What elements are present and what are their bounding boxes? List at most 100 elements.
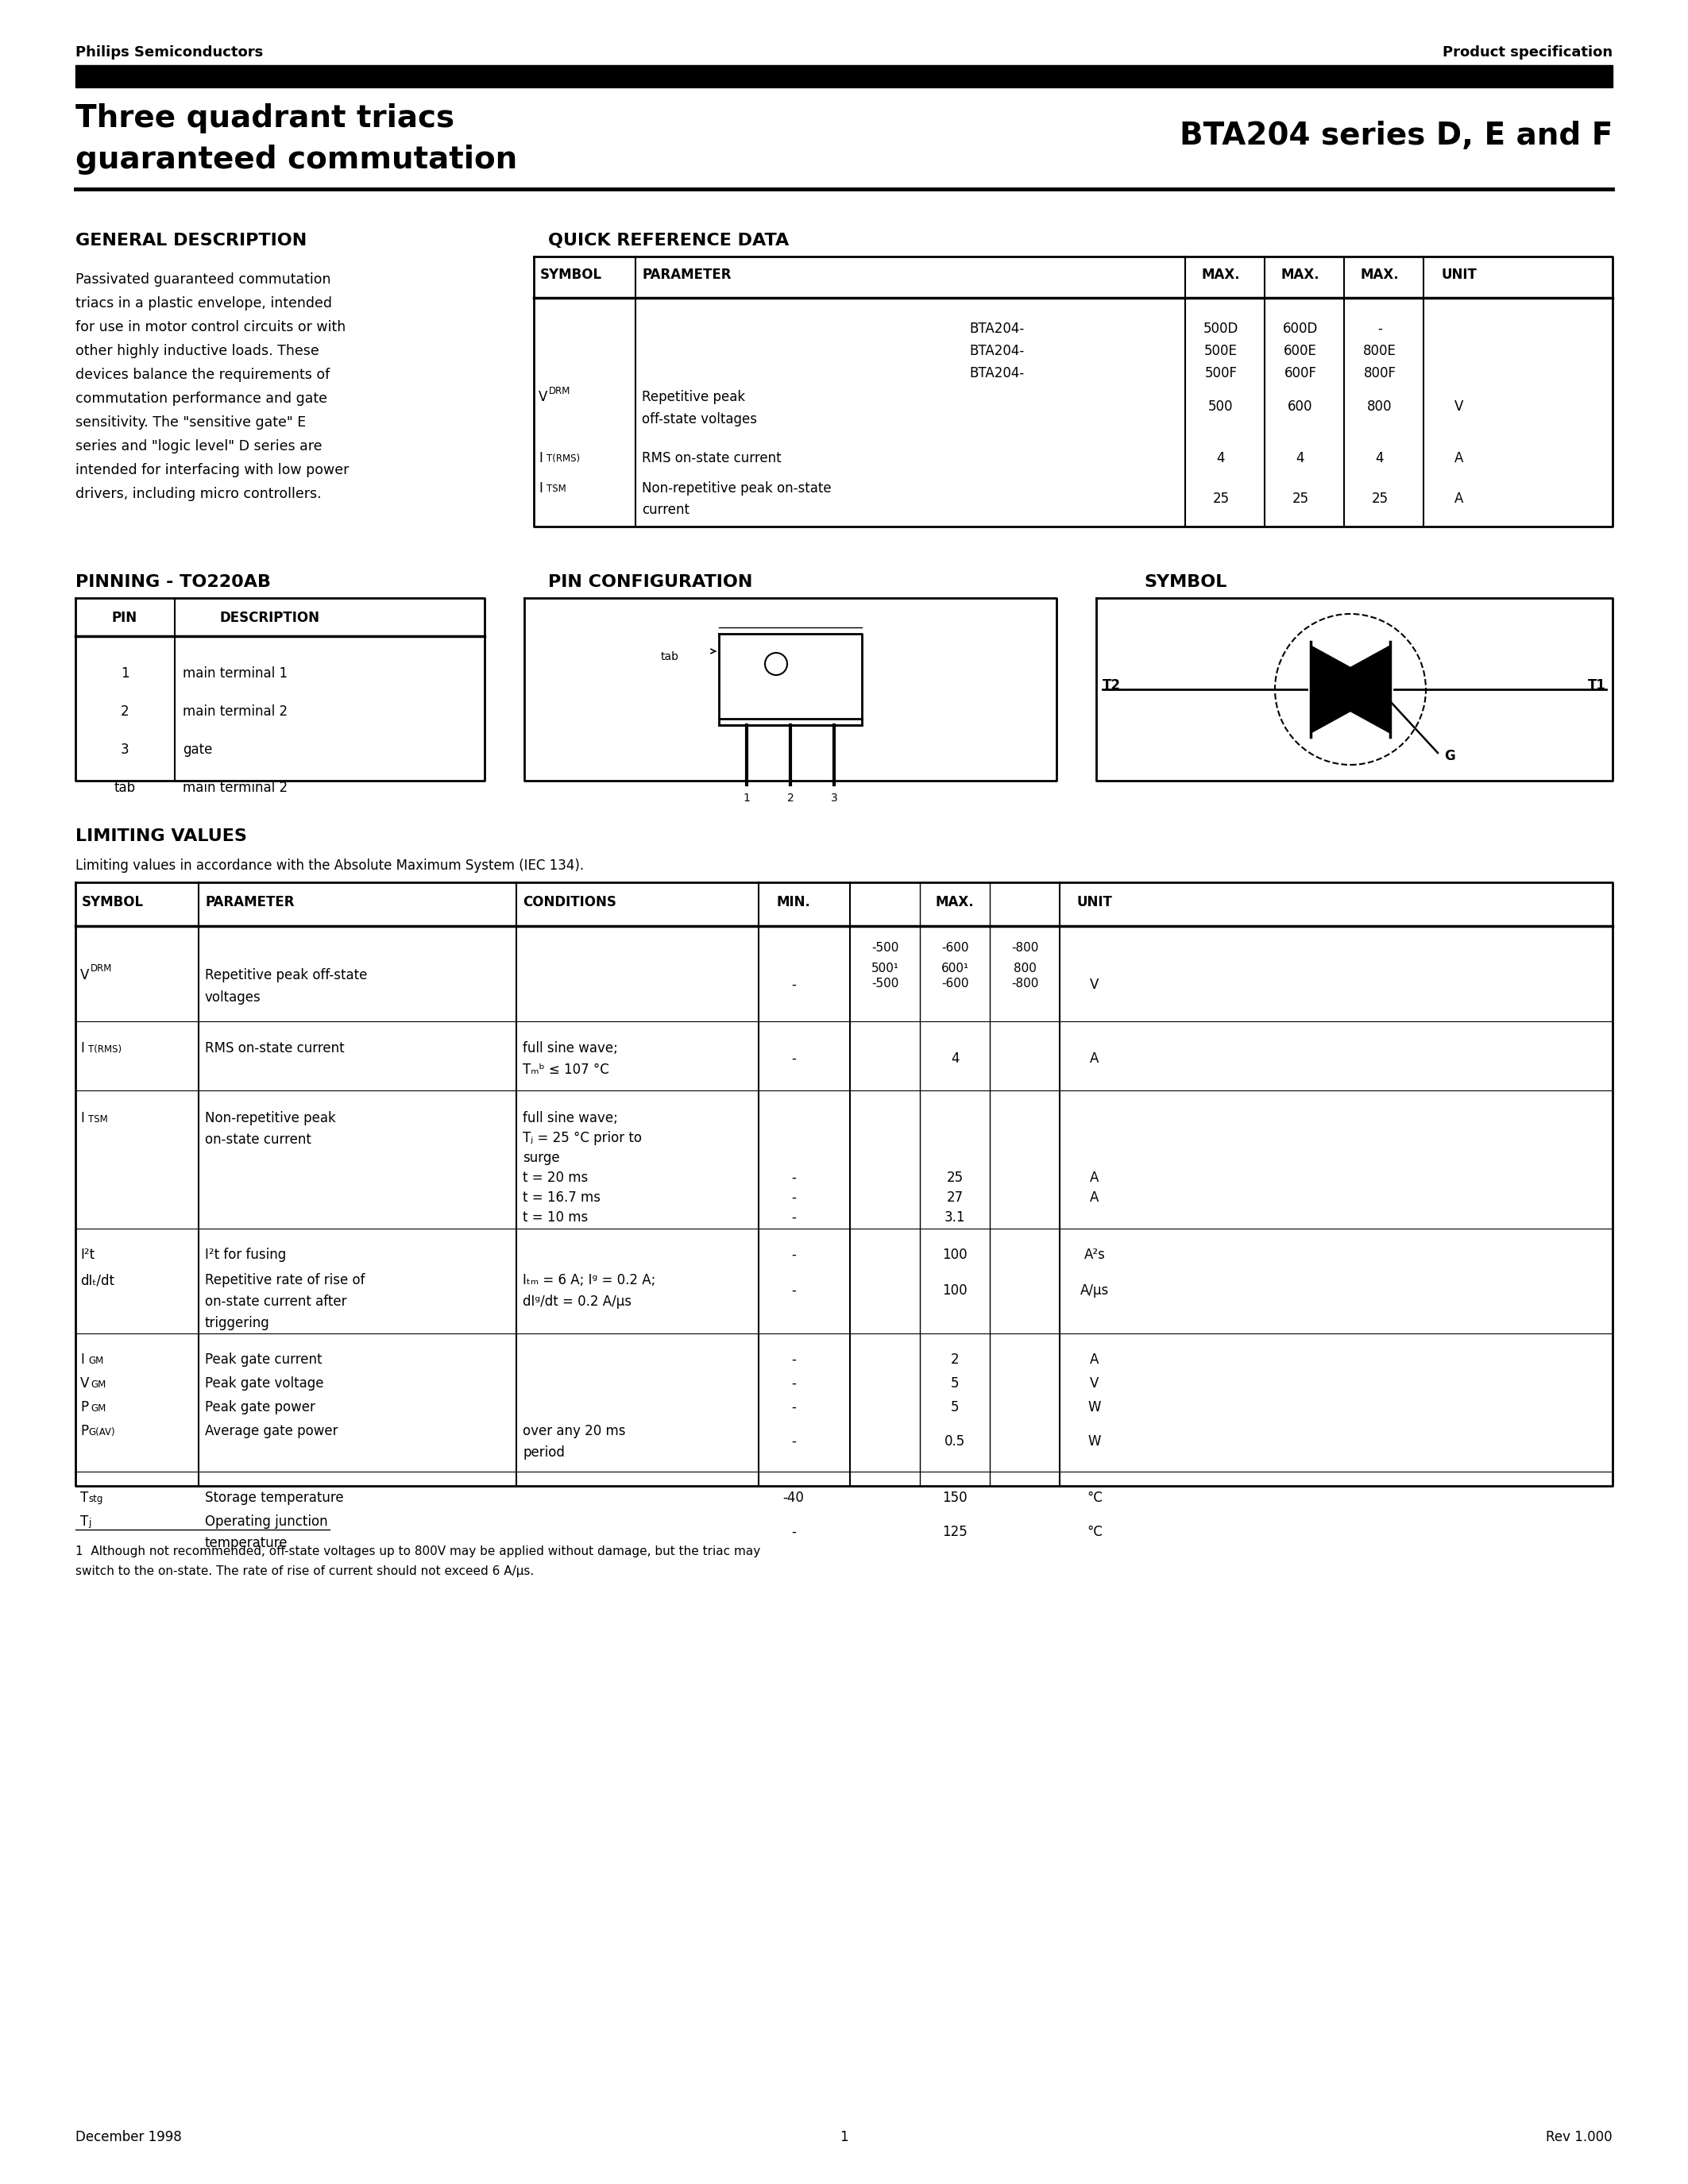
Text: V: V [81, 968, 89, 983]
Text: PIN: PIN [111, 612, 137, 625]
Text: T1: T1 [1588, 679, 1607, 692]
Text: V: V [1455, 400, 1463, 413]
Text: Passivated guaranteed commutation: Passivated guaranteed commutation [76, 273, 331, 286]
Text: j: j [88, 1518, 91, 1529]
Text: Repetitive peak off-state: Repetitive peak off-state [204, 968, 368, 983]
Text: commutation performance and gate: commutation performance and gate [76, 391, 327, 406]
Text: 4: 4 [950, 1051, 959, 1066]
Text: T: T [81, 1492, 88, 1505]
Text: I²t: I²t [81, 1247, 95, 1262]
Text: °C: °C [1087, 1492, 1102, 1505]
Text: 1: 1 [743, 793, 749, 804]
Text: sensitivity. The "sensitive gate" E: sensitivity. The "sensitive gate" E [76, 415, 306, 430]
Text: switch to the on-state. The rate of rise of current should not exceed 6 A/μs.: switch to the on-state. The rate of rise… [76, 1566, 533, 1577]
Text: 5: 5 [950, 1376, 959, 1391]
Text: G: G [1445, 749, 1455, 762]
Text: 100: 100 [942, 1247, 967, 1262]
Text: voltages: voltages [204, 989, 262, 1005]
Text: t = 10 ms: t = 10 ms [523, 1210, 587, 1225]
Text: 25: 25 [1291, 491, 1308, 507]
Text: -600: -600 [942, 941, 969, 954]
Text: 800: 800 [1013, 963, 1036, 974]
Text: on-state current after: on-state current after [204, 1295, 346, 1308]
Text: current: current [641, 502, 689, 518]
Text: Iₜₘ = 6 A; Iᵍ = 0.2 A;: Iₜₘ = 6 A; Iᵍ = 0.2 A; [523, 1273, 655, 1286]
Text: Tⱼ = 25 °C prior to: Tⱼ = 25 °C prior to [523, 1131, 641, 1144]
Text: A: A [1090, 1352, 1099, 1367]
Text: 800E: 800E [1364, 343, 1396, 358]
Text: triacs in a plastic envelope, intended: triacs in a plastic envelope, intended [76, 297, 333, 310]
Text: GM: GM [88, 1356, 103, 1365]
Text: -: - [792, 1171, 797, 1186]
Text: 2: 2 [120, 705, 128, 719]
Text: full sine wave;: full sine wave; [523, 1112, 618, 1125]
Text: LIMITING VALUES: LIMITING VALUES [76, 828, 246, 845]
Text: dIₜ/dt: dIₜ/dt [81, 1273, 115, 1286]
Polygon shape [1310, 646, 1391, 734]
Text: off-state voltages: off-state voltages [641, 413, 756, 426]
Text: 3: 3 [120, 743, 128, 758]
Text: PARAMETER: PARAMETER [204, 895, 294, 909]
Text: CONDITIONS: CONDITIONS [523, 895, 616, 909]
Text: 1: 1 [120, 666, 128, 681]
Text: PIN CONFIGURATION: PIN CONFIGURATION [549, 574, 753, 590]
Text: devices balance the requirements of: devices balance the requirements of [76, 367, 329, 382]
Text: T(RMS): T(RMS) [547, 454, 581, 463]
Text: -800: -800 [1011, 978, 1038, 989]
Text: -: - [792, 1284, 797, 1297]
Text: 500: 500 [1209, 400, 1234, 413]
Text: 150: 150 [942, 1492, 967, 1505]
Text: -: - [792, 1376, 797, 1391]
Polygon shape [1310, 646, 1391, 734]
Text: Non-repetitive peak: Non-repetitive peak [204, 1112, 336, 1125]
Text: -: - [792, 1524, 797, 1540]
Text: -: - [792, 1051, 797, 1066]
Text: 2: 2 [787, 793, 793, 804]
Text: MAX.: MAX. [1281, 269, 1320, 282]
Text: -: - [792, 1435, 797, 1448]
Text: 1  Although not recommended, off-state voltages up to 800V may be applied withou: 1 Although not recommended, off-state vo… [76, 1546, 760, 1557]
Text: drivers, including micro controllers.: drivers, including micro controllers. [76, 487, 321, 500]
Text: DRM: DRM [549, 387, 571, 395]
Text: 500¹: 500¹ [871, 963, 898, 974]
Text: other highly inductive loads. These: other highly inductive loads. These [76, 343, 319, 358]
Text: tab: tab [662, 651, 679, 662]
Text: °C: °C [1087, 1524, 1102, 1540]
Text: Repetitive rate of rise of: Repetitive rate of rise of [204, 1273, 365, 1286]
Text: TSM: TSM [547, 483, 565, 494]
Text: -: - [1377, 321, 1382, 336]
Text: A: A [1090, 1190, 1099, 1206]
Text: Tₘᵇ ≤ 107 °C: Tₘᵇ ≤ 107 °C [523, 1064, 609, 1077]
Text: stg: stg [88, 1494, 103, 1505]
Text: DRM: DRM [91, 963, 113, 974]
Text: TSM: TSM [88, 1114, 108, 1125]
Text: main terminal 2: main terminal 2 [182, 780, 287, 795]
Text: 100: 100 [942, 1284, 967, 1297]
Text: 500F: 500F [1205, 367, 1237, 380]
Text: PARAMETER: PARAMETER [641, 269, 731, 282]
Text: 600: 600 [1288, 400, 1313, 413]
Text: RMS on-state current: RMS on-state current [204, 1042, 344, 1055]
Text: W: W [1089, 1400, 1101, 1415]
Text: I: I [81, 1352, 84, 1367]
Text: period: period [523, 1446, 565, 1459]
Text: on-state current: on-state current [204, 1133, 311, 1147]
Text: MAX.: MAX. [1361, 269, 1399, 282]
Text: 1: 1 [841, 2129, 849, 2145]
Text: P: P [81, 1400, 88, 1415]
Text: BTA204 series D, E and F: BTA204 series D, E and F [1180, 120, 1612, 151]
Text: Non-repetitive peak on-state: Non-repetitive peak on-state [641, 480, 832, 496]
Text: P: P [81, 1424, 88, 1439]
Text: -: - [792, 1400, 797, 1415]
Text: MIN.: MIN. [776, 895, 810, 909]
Text: PINNING - TO220AB: PINNING - TO220AB [76, 574, 270, 590]
Text: 4: 4 [1376, 452, 1384, 465]
Text: GM: GM [91, 1404, 106, 1413]
Text: SYMBOL: SYMBOL [81, 895, 143, 909]
Text: Peak gate voltage: Peak gate voltage [204, 1376, 324, 1391]
Text: GENERAL DESCRIPTION: GENERAL DESCRIPTION [76, 234, 307, 249]
Text: 800: 800 [1367, 400, 1393, 413]
Text: MAX.: MAX. [1202, 269, 1241, 282]
Text: intended for interfacing with low power: intended for interfacing with low power [76, 463, 349, 478]
Text: 4: 4 [1217, 452, 1225, 465]
